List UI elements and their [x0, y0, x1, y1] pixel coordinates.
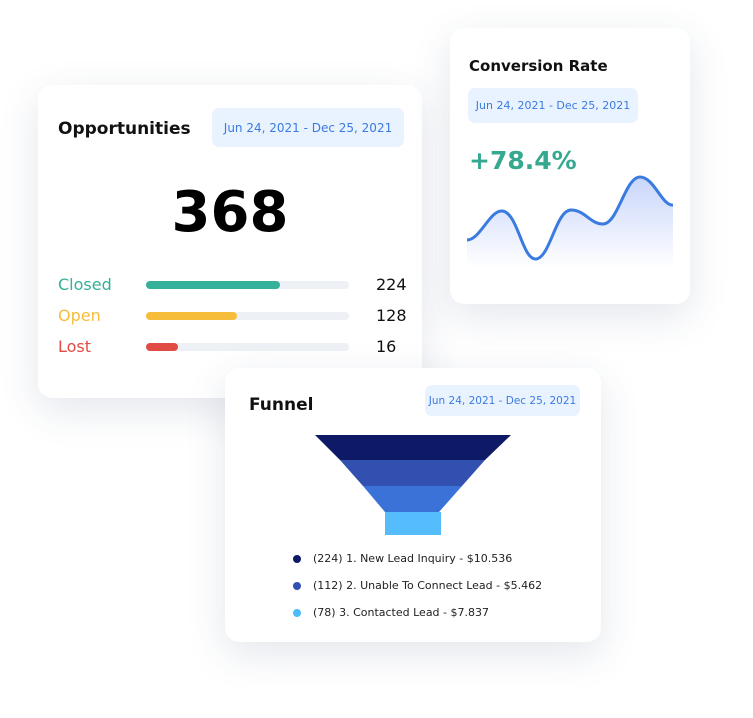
legend-item: (112) 2. Unable To Connect Lead - $5.462	[293, 579, 542, 592]
date-range-button[interactable]: Jun 24, 2021 - Dec 25, 2021	[425, 385, 580, 416]
card-title: Conversion Rate	[469, 57, 608, 75]
legend-item: (78) 3. Contacted Lead - $7.837	[293, 606, 489, 619]
funnel-band-1	[315, 435, 511, 460]
status-count: 128	[376, 306, 407, 325]
legend-dot-icon	[293, 581, 301, 590]
progress-bar	[146, 281, 349, 289]
legend-text: (78) 3. Contacted Lead - $7.837	[313, 606, 489, 619]
sparkline-area	[467, 177, 673, 268]
opportunities-card: Opportunities Jun 24, 2021 - Dec 25, 202…	[38, 85, 422, 398]
status-label: Lost	[58, 337, 92, 356]
legend-text: (112) 2. Unable To Connect Lead - $5.462	[313, 579, 543, 592]
sparkline-line	[466, 175, 674, 261]
funnel-band-2	[340, 460, 485, 486]
total-count: 368	[171, 180, 289, 245]
progress-fill	[146, 312, 238, 320]
legend-item: (224) 1. New Lead Inquiry - $10.536	[293, 552, 512, 565]
progress-fill	[146, 343, 179, 351]
funnel-band-3	[363, 486, 462, 512]
conversion-sparkline	[466, 175, 674, 268]
legend-text: (224) 1. New Lead Inquiry - $10.536	[313, 552, 513, 565]
funnel-chart	[315, 435, 511, 535]
legend-dot-icon	[293, 608, 301, 617]
conversion-rate-card: Conversion Rate Jun 24, 2021 - Dec 25, 2…	[450, 28, 690, 304]
status-label: Open	[58, 306, 101, 325]
progress-bar	[146, 343, 349, 351]
card-title: Opportunities	[58, 119, 191, 139]
status-count: 16	[376, 337, 397, 356]
funnel-band-4	[385, 512, 441, 535]
date-range-button[interactable]: Jun 24, 2021 - Dec 25, 2021	[212, 108, 404, 147]
progress-bar	[146, 312, 349, 320]
status-count: 224	[376, 275, 407, 294]
card-title: Funnel	[249, 395, 314, 415]
funnel-card: Funnel Jun 24, 2021 - Dec 25, 2021 (224)…	[225, 368, 601, 642]
legend-dot-icon	[293, 554, 301, 563]
conversion-value: +78.4%	[469, 146, 577, 175]
status-label: Closed	[58, 275, 112, 294]
date-range-button[interactable]: Jun 24, 2021 - Dec 25, 2021	[468, 88, 638, 123]
progress-fill	[146, 281, 280, 289]
